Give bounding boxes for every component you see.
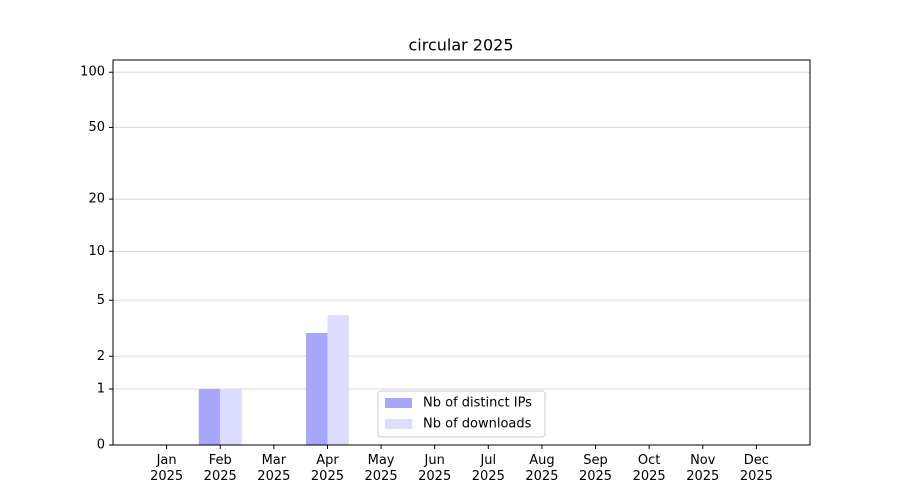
legend-label: Nb of distinct IPs	[423, 396, 532, 411]
x-tick-label: Jan 2025	[150, 453, 184, 484]
x-tick-label: Aug 2025	[525, 453, 559, 484]
y-tick-label: 10	[88, 244, 105, 259]
legend-swatch	[385, 419, 412, 429]
legend-box	[377, 390, 546, 438]
y-tick-label: 20	[88, 192, 105, 207]
x-tick-label: Sep 2025	[578, 453, 613, 484]
legend: Nb of distinct IPs Nb of downloads	[377, 390, 546, 438]
bar	[198, 389, 221, 445]
legend-label: Nb of downloads	[423, 417, 532, 432]
x-tick-label: Feb 2025	[203, 453, 237, 484]
y-tick-label: 50	[88, 120, 105, 135]
chart-title: circular 2025	[408, 36, 513, 55]
x-tick-label: Oct 2025	[632, 453, 666, 484]
x-tick-label: Apr 2025	[310, 453, 344, 484]
x-tick-label: Dec 2025	[739, 453, 773, 484]
x-tick-label: Jul 2025	[471, 453, 505, 484]
x-tick-label: Nov 2025	[686, 453, 720, 484]
bar	[220, 389, 242, 445]
x-tick-label: May 2025	[364, 453, 398, 484]
bar	[306, 333, 328, 445]
y-tick-label: 2	[97, 349, 105, 364]
legend-swatch	[385, 398, 412, 408]
x-tick-label: Jun 2025	[418, 453, 452, 484]
x-tick-label: Mar 2025	[257, 453, 291, 484]
y-tick-label: 5	[97, 293, 105, 308]
plot-frame	[112, 59, 811, 446]
y-tick-label: 1	[97, 382, 105, 397]
bar	[327, 315, 349, 445]
y-tick-label: 100	[80, 65, 105, 80]
y-tick-label: 0	[97, 438, 105, 453]
